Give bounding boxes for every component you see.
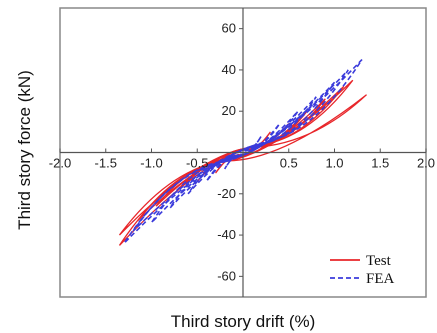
x-tick-label: -1.5: [95, 156, 117, 171]
x-tick-label: -0.5: [186, 156, 208, 171]
x-tick-label: 2.0: [417, 156, 435, 171]
y-tick-label: -60: [217, 268, 236, 283]
y-tick-label: -40: [217, 227, 236, 242]
x-tick-label: 1.0: [325, 156, 343, 171]
ticks-group: -2.0 -1.5 -1.0 -0.5 0.5 1.0 1.5 2.0 -60 -40 -20 20 4…: [49, 21, 435, 284]
y-tick-label: -20: [217, 186, 236, 201]
x-tick-label: -1.0: [140, 156, 162, 171]
legend-label-fea: FEA: [366, 271, 395, 287]
x-tick-label: 1.5: [371, 156, 389, 171]
series-fea-loop: [169, 96, 317, 209]
legend-label-test: Test: [366, 253, 392, 269]
series-fea: [123, 59, 363, 244]
x-axis-title: Third story drift (%): [171, 312, 316, 331]
y-axis-title: Third story force (kN): [15, 70, 34, 230]
legend: Test FEA: [330, 253, 395, 287]
series-fea-loop: [205, 123, 281, 182]
y-tick-label: 60: [222, 21, 236, 36]
y-tick-label: 40: [222, 62, 236, 77]
series-fea-loop: [132, 69, 349, 232]
series-fea-loop: [187, 110, 299, 195]
x-tick-label: -2.0: [49, 156, 71, 171]
series-fea-loop: [123, 59, 363, 244]
series-test-loop: [118, 94, 367, 236]
x-tick-label: 0.5: [280, 156, 298, 171]
y-tick-label: 20: [222, 103, 236, 118]
curves-group: [118, 59, 367, 246]
